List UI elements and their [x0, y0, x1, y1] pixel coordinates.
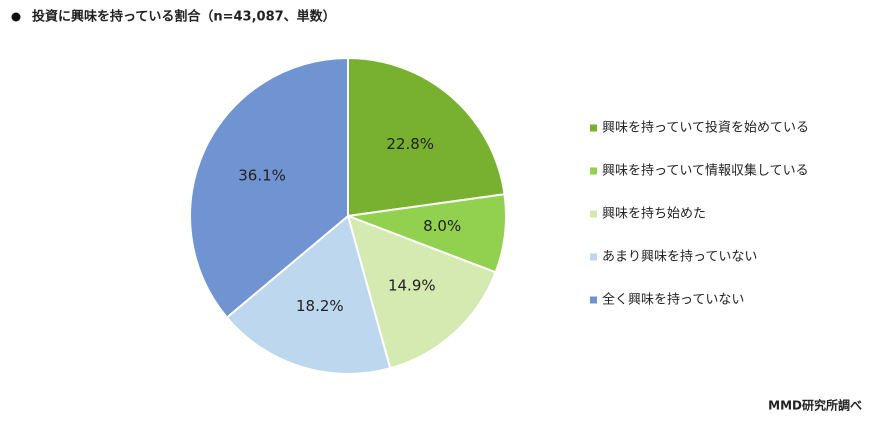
legend-swatch	[590, 210, 597, 218]
pie-slice	[189, 56, 349, 319]
legend-swatch	[590, 167, 597, 175]
data-label: 36.1%	[238, 166, 286, 184]
source-note: MMD研究所調べ	[768, 398, 862, 413]
data-label: 8.0%	[423, 217, 461, 235]
legend-label: 全く興味を持っていない	[602, 292, 744, 308]
legend-label: あまり興味を持っていない	[602, 250, 757, 265]
pie-slice	[347, 56, 506, 218]
data-label: 22.8%	[386, 135, 434, 153]
legend-label: 興味を持っていて情報収集している	[602, 163, 809, 179]
legend-label: 興味を持ち始めた	[602, 207, 706, 222]
legend-swatch	[590, 253, 597, 261]
legend-swatch	[590, 124, 597, 132]
chart-title: 投資に興味を持っている割合（n=43,087、単数）	[32, 9, 336, 25]
title-bullet	[11, 12, 21, 22]
data-label: 14.9%	[388, 277, 436, 295]
legend-label: 興味を持っていて投資を始めている	[602, 120, 809, 136]
pie-slice	[346, 214, 497, 370]
legend-swatch	[590, 296, 597, 304]
pie-slice	[225, 214, 392, 375]
data-label: 18.2%	[296, 297, 344, 315]
